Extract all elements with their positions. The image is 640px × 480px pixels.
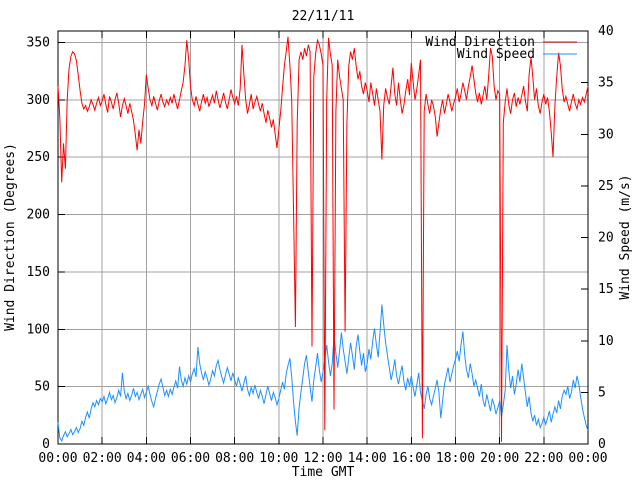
y2-tick-label: 20	[598, 231, 614, 246]
wind-speed-line	[57, 304, 589, 443]
y-axis-label: Wind Direction (Degrees)	[3, 143, 18, 331]
y-tick-label: 250	[27, 150, 50, 165]
legend-label-wind-direction: Wind Direction	[425, 35, 535, 50]
y2-tick-label: 15	[598, 282, 614, 297]
x-tick-label: 10:00	[259, 451, 298, 466]
x-tick-label: 06:00	[171, 451, 210, 466]
x-tick-label: 00:00	[38, 451, 77, 466]
y2-tick-label: 40	[598, 24, 614, 39]
y2-tick-label: 10	[598, 334, 614, 349]
x-tick-label: 22:00	[524, 451, 563, 466]
legend: Wind Direction Wind Speed	[425, 35, 577, 62]
x-tick-label: 16:00	[392, 451, 431, 466]
y-tick-label: 200	[27, 208, 50, 223]
x-tick-label: 20:00	[480, 451, 519, 466]
x-tick-label: 02:00	[83, 451, 122, 466]
y2-tick-label: 5	[598, 385, 606, 400]
y2-tick-label: 25	[598, 179, 614, 194]
y-tick-label: 350	[27, 35, 50, 50]
y2-axis-label: Wind Speed (m/s)	[618, 174, 633, 299]
tick-labels: 00:00 02:00 04:00 06:00 08:00 10:00 12:00 14:00…	[27, 24, 614, 466]
x-tick-label: 00:00	[568, 451, 607, 466]
y2-tick-label: 30	[598, 127, 614, 142]
chart-title: 22/11/11	[292, 9, 355, 24]
x-tick-label: 08:00	[215, 451, 254, 466]
y-tick-label: 300	[27, 93, 50, 108]
y2-tick-label: 35	[598, 76, 614, 91]
y-tick-label: 50	[34, 380, 50, 395]
x-tick-label: 14:00	[348, 451, 387, 466]
x-axis-label: Time GMT	[292, 465, 355, 480]
wind-direction-line	[57, 36, 589, 442]
y-tick-label: 150	[27, 265, 50, 280]
x-tick-label: 18:00	[436, 451, 475, 466]
y-tick-label: 0	[42, 437, 50, 452]
legend-label-wind-speed: Wind Speed	[457, 47, 535, 62]
x-tick-label: 12:00	[303, 451, 342, 466]
y2-tick-label: 0	[598, 437, 606, 452]
y-tick-label: 100	[27, 322, 50, 337]
x-tick-label: 04:00	[127, 451, 166, 466]
axis-ticks	[57, 30, 589, 445]
